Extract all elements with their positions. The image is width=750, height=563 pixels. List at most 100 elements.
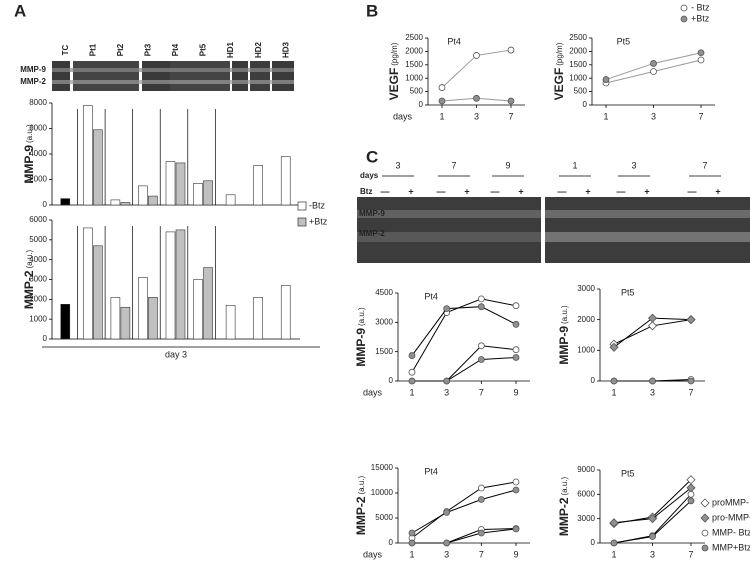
y-label-main: MMP-2 [557,497,571,536]
legend-label: +Btz [309,216,328,226]
y-tick-label: 15000 [371,463,394,472]
btz-sign: + [408,186,413,196]
bar [280,156,291,206]
btz-sign: + [518,186,523,196]
btz-sign: — [491,186,500,196]
category-label: HD2 [254,41,263,58]
marker [647,321,658,331]
y-tick-label: 3000 [375,317,393,326]
day-label: 7 [451,160,456,170]
marker [697,49,705,57]
marker [477,529,485,537]
y-tick-label: 500 [410,87,424,96]
marker [438,84,446,91]
category-label: Pt1 [88,43,97,56]
y-tick-label: 1000 [577,345,595,354]
marker [408,352,416,359]
bar [280,285,291,340]
marker [408,529,416,537]
y-label-unit: (a.u.) [357,307,366,326]
bar [148,297,158,340]
x-tick-label: 3 [474,111,479,121]
legend-label: proMMP- Btz [712,497,750,507]
marker [512,354,520,361]
day-label: 9 [505,160,510,170]
y-axis-label: VEGF (pg/m) [387,42,401,100]
y-tick-label: 2000 [29,175,47,184]
chart-title: Pt4 [424,466,438,476]
marker [507,97,515,105]
legend-swatch [700,513,710,523]
marker [650,60,657,67]
btz-sign: — [437,186,446,196]
y-tick-label: 6000 [29,215,47,224]
y-axis-label: MMP-2 (a.u.) [557,476,571,536]
marker [649,533,656,540]
y-tick-label: 0 [419,100,424,109]
y-label-main: MMP-2 [22,270,36,309]
y-tick-label: 5000 [375,513,393,522]
marker [697,56,705,64]
y-tick-label: 5000 [29,235,47,244]
bar [138,277,148,340]
y-tick-label: 1000 [569,73,587,82]
panel-letter: B [366,1,378,20]
marker [512,525,520,533]
x-axis-label: day 3 [165,349,187,359]
gel-label: MMP-2 [20,77,46,86]
y-tick-label: 1500 [569,60,587,69]
y-tick-label: 0 [389,538,394,547]
marker [438,97,446,105]
x-tick-label: 1 [611,387,616,397]
chart-title: Pt5 [617,36,631,46]
day-label: 3 [631,160,636,170]
y-label-unit: (a.u.) [25,124,34,143]
x-tick-label: 3 [650,387,655,397]
x-tick-label: 9 [513,387,518,397]
y-axis-label: VEGF (pg/m) [552,42,566,100]
bar [225,304,236,340]
legend-swatch [701,529,709,537]
marker [512,302,520,310]
bar [193,279,203,340]
marker [647,313,658,323]
marker [687,490,695,498]
y-tick-label: 1500 [405,60,423,69]
y-tick-label: 3000 [29,275,47,284]
y-tick-label: 3000 [577,514,595,523]
y-tick-label: 0 [591,538,596,547]
y-tick-label: 9000 [577,465,595,474]
y-tick-label: 10000 [371,488,394,497]
btz-sign: — [617,186,626,196]
category-label: Pt3 [144,43,153,56]
gel-label: MMP-9 [20,65,46,74]
marker [647,514,658,524]
bar [120,202,131,206]
x-tick-label: 9 [513,549,518,559]
x-tick-label: 7 [688,387,693,397]
category-label: HD3 [281,41,290,58]
marker [650,68,657,75]
y-tick-label: 1500 [375,347,393,356]
y-label-unit: (pg/m) [390,42,399,65]
btz-sign: + [464,186,469,196]
marker [686,315,696,325]
y-tick-label: 0 [591,376,596,385]
bar [93,129,103,206]
marker [477,303,485,311]
x-tick-label: 1 [409,549,414,559]
y-axis-label: MMP-2 (a.u.) [354,475,368,535]
bar [253,297,263,340]
y-tick-label: 3000 [577,284,595,293]
y-label-unit: (a.u.) [560,476,569,495]
x-tick-label: 3 [444,387,449,397]
series-line [412,345,517,382]
marker [443,305,451,313]
y-axis-label: MMP-9 (a.u.) [22,124,36,184]
y-tick-label: 0 [43,200,48,209]
y-tick-label: 2000 [569,47,587,56]
category-label: HD1 [226,41,235,58]
bar [110,199,121,206]
bar [165,231,176,340]
y-tick-label: 0 [583,100,588,109]
